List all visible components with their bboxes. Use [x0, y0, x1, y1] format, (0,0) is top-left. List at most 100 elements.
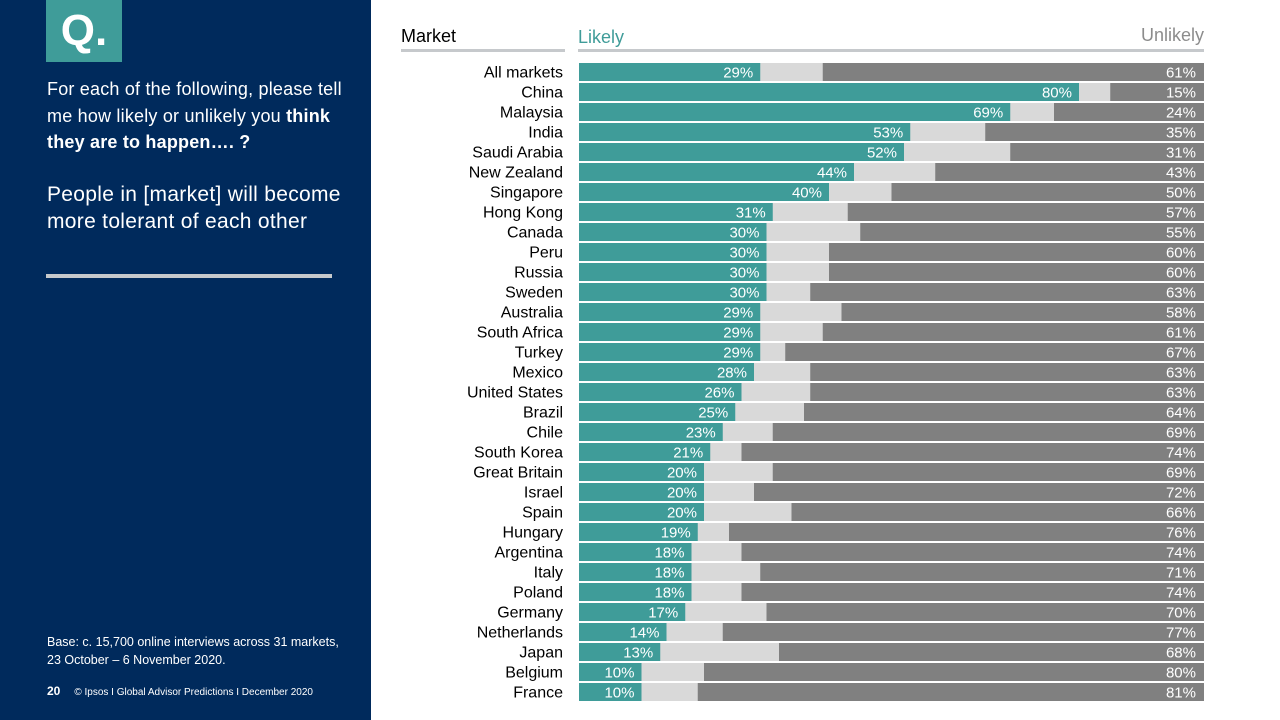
likely-bar-chile: [579, 423, 723, 441]
market-label-argentina: Argentina: [495, 545, 564, 562]
likely-bar-malaysia: [579, 103, 1011, 121]
q-badge: Q.: [46, 0, 122, 62]
market-header-rule: [401, 49, 565, 52]
unlikely-bar-chile: [772, 423, 1204, 441]
unlikely-value-japan: 68%: [1166, 645, 1196, 662]
unlikely-bar-poland: [741, 583, 1204, 601]
unlikely-value-netherlands: 77%: [1166, 625, 1196, 642]
footer: 20 © Ipsos I Global Advisor Predictions I…: [47, 684, 313, 698]
unlikely-bar-hong-kong: [847, 203, 1204, 221]
market-label-united-states: United States: [467, 385, 563, 402]
unlikely-value-malaysia: 24%: [1166, 105, 1196, 122]
unlikely-bar-turkey: [785, 343, 1204, 361]
unlikely-bar-argentina: [741, 543, 1204, 561]
unlikely-value-hungary: 76%: [1166, 525, 1196, 542]
question-text: For each of the following, please tell m…: [47, 76, 347, 156]
likely-value-germany: 17%: [648, 605, 678, 622]
likely-bar-india: [579, 123, 911, 141]
unlikely-bar-china: [1110, 83, 1204, 101]
unlikely-bar-india: [985, 123, 1204, 141]
likely-value-south-africa: 29%: [723, 325, 753, 342]
unlikely-bar-spain: [791, 503, 1204, 521]
unlikely-value-spain: 66%: [1166, 505, 1196, 522]
unlikely-bar-israel: [754, 483, 1204, 501]
likely-bar-belgium: [579, 663, 642, 681]
likely-value-sweden: 30%: [729, 285, 759, 302]
unlikely-bar-mexico: [810, 363, 1204, 381]
unlikely-value-china: 15%: [1166, 85, 1196, 102]
market-label-spain: Spain: [522, 505, 563, 522]
unlikely-bar-singapore: [891, 183, 1204, 201]
likely-bar-new-zealand: [579, 163, 854, 181]
unlikely-value-singapore: 50%: [1166, 185, 1196, 202]
unlikely-bar-south-korea: [741, 443, 1204, 461]
likely-value-china: 80%: [1042, 85, 1072, 102]
unlikely-value-belgium: 80%: [1166, 665, 1196, 682]
likely-bar-japan: [579, 643, 661, 661]
likely-value-saudi-arabia: 52%: [867, 145, 897, 162]
likely-value-poland: 18%: [654, 585, 684, 602]
market-label-germany: Germany: [497, 605, 563, 622]
likely-bar-china: [579, 83, 1079, 101]
unlikely-bar-italy: [760, 563, 1204, 581]
likely-bar-hong-kong: [579, 203, 773, 221]
likely-bar-argentina: [579, 543, 692, 561]
likely-value-mexico: 28%: [717, 365, 747, 382]
likely-bar-peru: [579, 243, 767, 261]
likely-value-chile: 23%: [686, 425, 716, 442]
unlikely-bar-great-britain: [772, 463, 1204, 481]
market-label-netherlands: Netherlands: [477, 625, 563, 642]
likely-bar-spain: [579, 503, 704, 521]
market-column-header: Market: [401, 26, 457, 46]
market-label-belgium: Belgium: [505, 665, 563, 682]
unlikely-bar-malaysia: [1054, 103, 1204, 121]
unlikely-value-australia: 58%: [1166, 305, 1196, 322]
unlikely-value-sweden: 63%: [1166, 285, 1196, 302]
likely-value-france: 10%: [604, 685, 634, 702]
likely-bar-turkey: [579, 343, 761, 361]
likely-value-brazil: 25%: [698, 405, 728, 422]
unlikely-bar-new-zealand: [935, 163, 1204, 181]
question-lead: For each of the following, please tell m…: [47, 79, 342, 126]
likely-value-hong-kong: 31%: [736, 205, 766, 222]
likely-bar-netherlands: [579, 623, 667, 641]
unlikely-bar-united-states: [810, 383, 1204, 401]
likely-bar-saudi-arabia: [579, 143, 904, 161]
unlikely-value-mexico: 63%: [1166, 365, 1196, 382]
likely-value-canada: 30%: [729, 225, 759, 242]
unlikely-bar-canada: [860, 223, 1204, 241]
likely-bar-brazil: [579, 403, 736, 421]
unlikely-value-india: 35%: [1166, 125, 1196, 142]
unlikely-value-germany: 70%: [1166, 605, 1196, 622]
likely-bar-great-britain: [579, 463, 704, 481]
likely-value-turkey: 29%: [723, 345, 753, 362]
likely-value-argentina: 18%: [654, 545, 684, 562]
market-label-israel: Israel: [524, 485, 563, 502]
market-label-poland: Poland: [513, 585, 563, 602]
unlikely-value-russia: 60%: [1166, 265, 1196, 282]
market-label-chile: Chile: [527, 425, 564, 442]
question-emphasis: think they are to happen…. ?: [47, 105, 331, 153]
market-label-brazil: Brazil: [523, 405, 563, 422]
page-number: 20: [47, 684, 61, 698]
market-label-turkey: Turkey: [515, 345, 563, 362]
likely-value-hungary: 19%: [661, 525, 691, 542]
likely-bar-singapore: [579, 183, 829, 201]
unlikely-value-italy: 71%: [1166, 565, 1196, 582]
likely-bar-australia: [579, 303, 761, 321]
likely-value-singapore: 40%: [792, 185, 822, 202]
unlikely-value-all-markets: 61%: [1166, 65, 1196, 82]
likely-value-all-markets: 29%: [723, 65, 753, 82]
market-label-hungary: Hungary: [503, 525, 563, 542]
likely-bar-hungary: [579, 523, 698, 541]
likely-bar-south-africa: [579, 323, 761, 341]
unlikely-bar-sweden: [810, 283, 1204, 301]
likely-value-malaysia: 69%: [973, 105, 1003, 122]
unlikely-value-great-britain: 69%: [1166, 465, 1196, 482]
unlikely-value-brazil: 64%: [1166, 405, 1196, 422]
likely-bar-france: [579, 683, 642, 701]
sidebar-panel: Q. For each of the following, please tel…: [0, 0, 371, 720]
unlikely-value-peru: 60%: [1166, 245, 1196, 262]
unlikely-column-header: Unlikely: [1140, 25, 1204, 45]
